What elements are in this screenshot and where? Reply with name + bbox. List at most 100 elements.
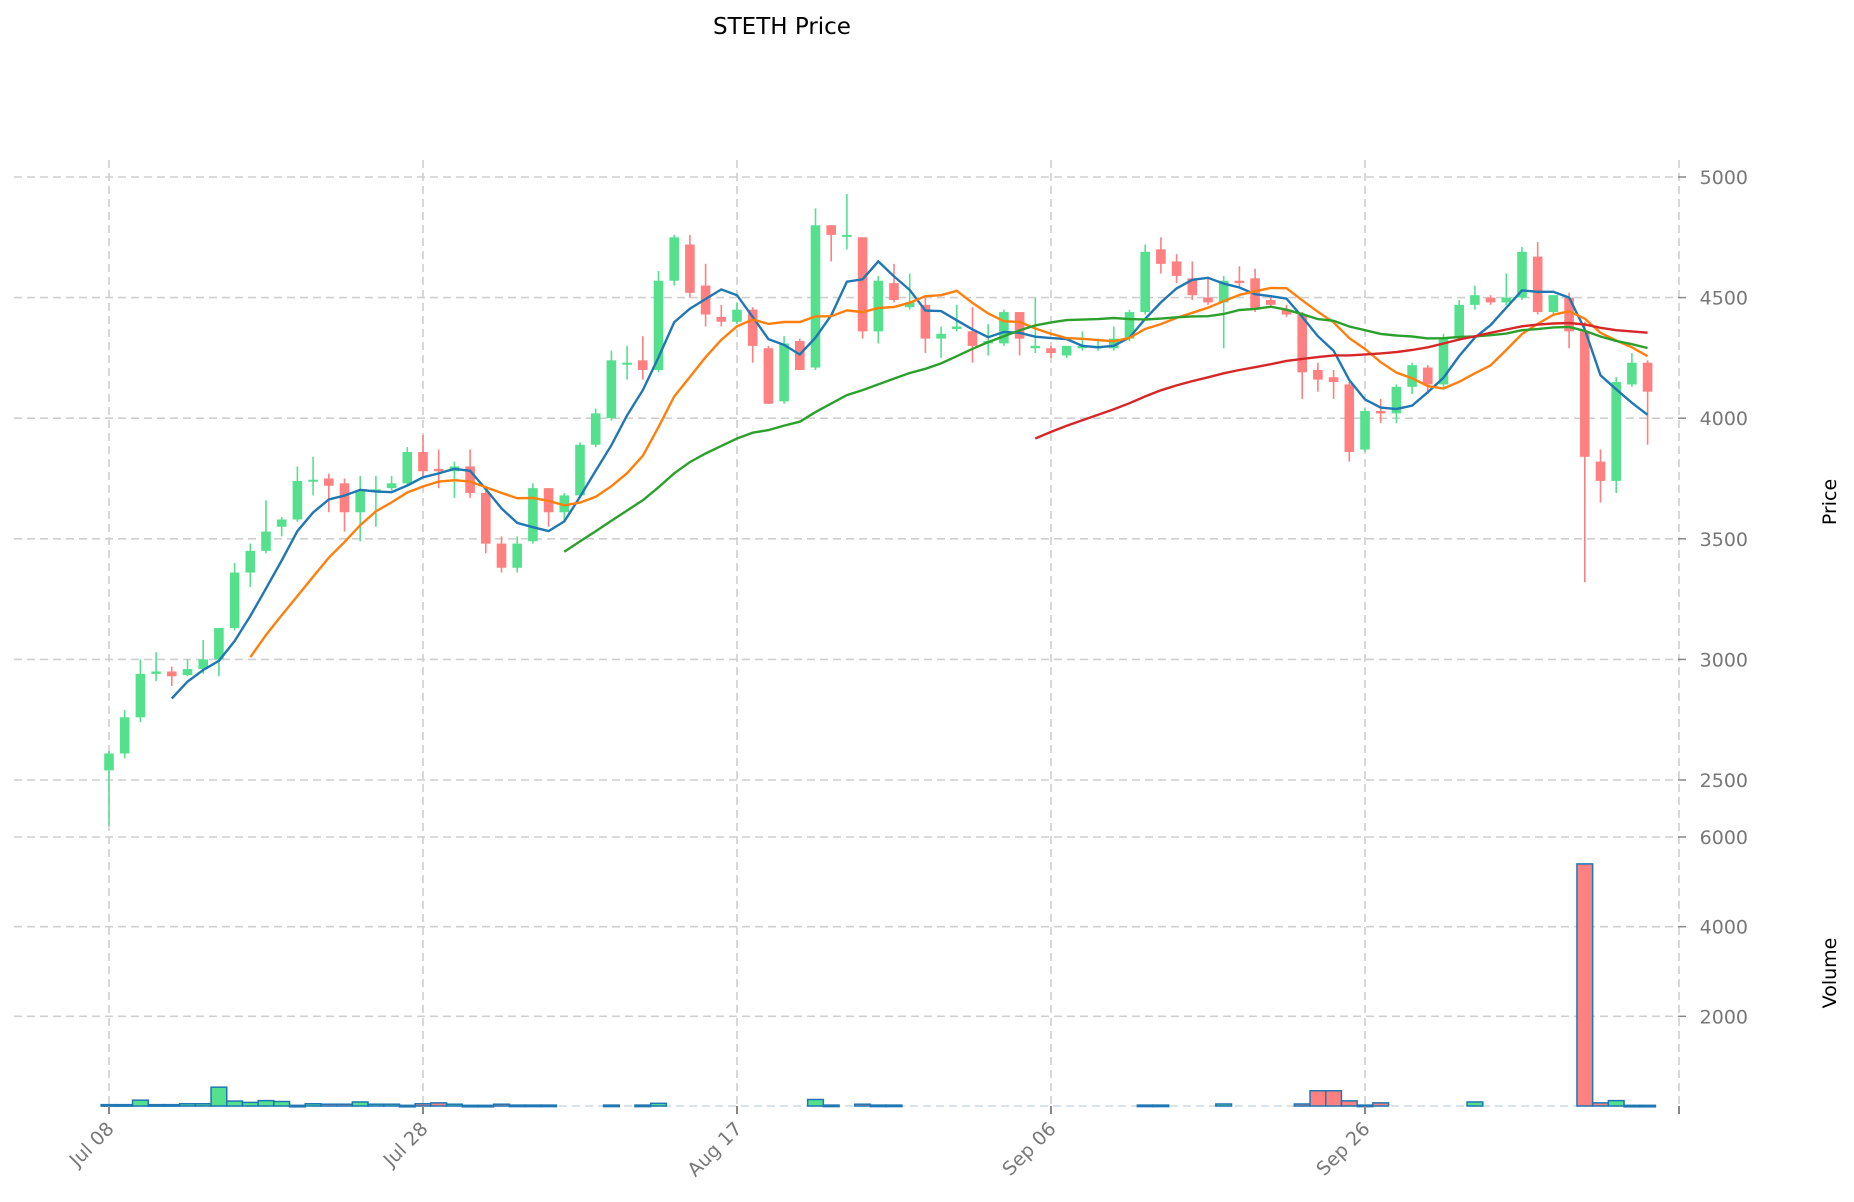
- candle: [920, 297, 931, 354]
- candle-body: [1344, 384, 1355, 452]
- candle: [1485, 295, 1496, 305]
- candle: [1595, 449, 1606, 503]
- candle: [496, 536, 507, 573]
- candle-body: [999, 312, 1009, 344]
- candle-body: [167, 671, 177, 677]
- candle: [1470, 285, 1480, 310]
- candle: [198, 640, 208, 674]
- candle-body: [763, 348, 774, 404]
- candle: [1218, 275, 1229, 349]
- volume-bar: [335, 1103, 354, 1107]
- volume-bar: [1340, 1100, 1358, 1107]
- candle: [1297, 312, 1307, 399]
- candle: [1532, 242, 1543, 315]
- volume-bar: [477, 1104, 495, 1108]
- volume-bar: [1215, 1103, 1233, 1107]
- candle-body: [1532, 256, 1543, 313]
- candle: [386, 476, 397, 491]
- candle-body: [1046, 348, 1056, 354]
- candle-body: [104, 753, 114, 771]
- date-tick-label: Sep 06: [998, 1118, 1060, 1180]
- ma60-line: [1034, 321, 1648, 440]
- candle-body: [653, 280, 664, 370]
- volume-bar: [822, 1104, 840, 1108]
- volume-axis-title: Volume: [1819, 938, 1841, 1009]
- candle: [402, 447, 413, 486]
- price-tick-label: 3000: [1700, 649, 1748, 671]
- date-tick-label: Sep 26: [1312, 1118, 1374, 1180]
- volume-bar: [194, 1103, 212, 1107]
- price-axis-title: Price: [1819, 479, 1841, 525]
- candle: [481, 490, 491, 554]
- candle-body: [1548, 295, 1559, 313]
- candle-body: [575, 444, 585, 496]
- candle-body: [151, 671, 161, 674]
- volume-bar: [869, 1104, 887, 1108]
- date-tick-label: Jul 08: [65, 1118, 119, 1172]
- candle-body: [1454, 304, 1464, 339]
- candle-body: [1218, 280, 1229, 303]
- candle-body: [276, 519, 287, 527]
- candle: [1077, 331, 1088, 351]
- candle-body: [1156, 249, 1166, 264]
- candle-body: [559, 495, 570, 513]
- candle: [889, 263, 899, 303]
- chart-title: STETH Price: [713, 14, 851, 40]
- ma10-line: [249, 286, 1649, 658]
- volume-bar: [1591, 1102, 1610, 1107]
- volume-bar: [147, 1103, 165, 1107]
- volume-bar: [414, 1103, 432, 1107]
- candle-body: [826, 225, 836, 235]
- candle: [952, 304, 962, 332]
- volume-bar: [1293, 1103, 1311, 1107]
- candle-body: [685, 244, 695, 293]
- candle-body: [1485, 297, 1496, 303]
- volume-bar: [524, 1104, 542, 1108]
- candle-body: [1564, 297, 1574, 332]
- candle: [842, 193, 852, 250]
- candle-body: [214, 628, 224, 660]
- volume-tick-label: 6000: [1700, 827, 1748, 849]
- candle-body: [1171, 261, 1182, 276]
- candle-body: [936, 333, 946, 339]
- candle-body: [1030, 345, 1041, 349]
- volume-bar: [210, 1086, 228, 1107]
- candle-body: [1375, 410, 1386, 414]
- candle: [229, 562, 240, 631]
- candle-body: [810, 225, 821, 368]
- candle-body: [857, 237, 868, 332]
- candle-body: [1595, 461, 1606, 481]
- candle: [339, 478, 350, 532]
- candle: [418, 435, 428, 477]
- candle-body: [732, 309, 742, 322]
- candle-body: [1407, 365, 1417, 387]
- candle: [1548, 295, 1559, 315]
- candle-body: [920, 304, 931, 339]
- candle-body: [402, 451, 413, 484]
- candle: [151, 652, 161, 682]
- candle: [1391, 384, 1402, 424]
- candle: [371, 476, 381, 527]
- candle-body: [1328, 377, 1339, 383]
- candle: [763, 345, 774, 404]
- candle-body: [308, 479, 318, 482]
- candle: [1360, 408, 1370, 452]
- candle-body: [512, 543, 522, 568]
- price-tick-label: 5000: [1700, 167, 1748, 189]
- candle: [685, 234, 695, 298]
- candle: [1313, 362, 1323, 392]
- candle: [1501, 273, 1512, 305]
- candle-body: [1517, 251, 1527, 298]
- candle: [606, 350, 617, 421]
- candle: [669, 234, 679, 286]
- candle-body: [1313, 369, 1323, 380]
- candle-body: [1061, 345, 1072, 356]
- volume-bar: [885, 1104, 903, 1108]
- candle-body: [1360, 410, 1370, 450]
- volume-bar: [461, 1104, 479, 1108]
- candle: [1580, 321, 1590, 583]
- candle-body: [1627, 362, 1637, 385]
- volume-bar: [1372, 1102, 1390, 1107]
- candle-body: [292, 480, 303, 520]
